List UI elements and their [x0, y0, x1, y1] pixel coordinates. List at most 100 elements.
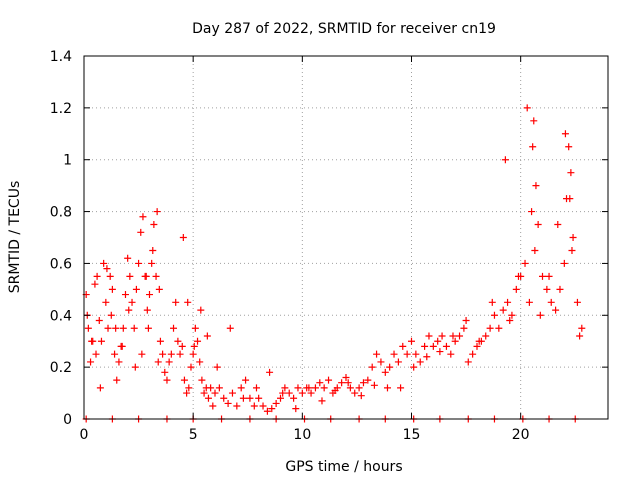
srmtid-point: [180, 376, 188, 384]
srmtid-point: [569, 234, 577, 241]
srmtid-point: [386, 363, 394, 371]
srmtid-point: [196, 358, 204, 366]
srmtid-point: [187, 363, 195, 371]
srmtid-point: [512, 285, 520, 293]
srmtid-point: [534, 221, 542, 229]
srmtid-point: [344, 379, 352, 387]
srmtid-point: [399, 342, 407, 350]
srmtid-point: [239, 394, 247, 402]
plot-frame: [83, 55, 609, 420]
y-tick-label: 1.2: [50, 101, 72, 117]
x-tick-label: 15: [403, 427, 421, 443]
srmtid-point: [102, 298, 110, 306]
srmtid-point: [97, 337, 105, 345]
srmtid-point: [161, 368, 169, 376]
srmtid-point: [165, 358, 173, 366]
srmtid-point: [311, 384, 319, 392]
srmtid-point: [126, 272, 134, 280]
srmtid-point: [263, 407, 271, 415]
srmtid-point: [138, 350, 146, 358]
srmtid-point: [209, 402, 217, 410]
srmtid-point: [183, 389, 191, 397]
srmtid-point: [246, 394, 254, 402]
srmtid-point: [226, 324, 234, 332]
srmtid-point: [561, 130, 569, 138]
srmtid-point: [118, 342, 126, 350]
srmtid-point: [211, 389, 219, 397]
srmtid-point: [514, 272, 522, 280]
srmtid-point: [172, 298, 180, 306]
srmtid-point: [255, 394, 263, 402]
srmtid-point: [525, 298, 533, 306]
srmtid-point: [521, 259, 529, 267]
srmtid-point: [410, 363, 418, 371]
srmtid-point: [191, 324, 199, 332]
srmtid-point: [539, 272, 546, 280]
srmtid-point: [403, 350, 411, 358]
srmtid-point: [174, 337, 182, 345]
srmtid-point: [451, 337, 459, 345]
srmtid-point: [115, 358, 123, 366]
srmtid-point: [506, 316, 514, 324]
srmtid-point: [359, 379, 367, 387]
srmtid-point: [397, 384, 405, 392]
srmtid-point: [434, 337, 442, 345]
srmtid-point: [447, 350, 455, 358]
srmtid-point: [279, 389, 287, 397]
srmtid-point: [285, 389, 293, 397]
srmtid-point: [456, 332, 464, 340]
srmtid-point: [203, 332, 211, 340]
srmtid-point: [159, 350, 167, 358]
srmtid-point: [250, 402, 258, 410]
srmtid-point: [394, 358, 402, 366]
srmtid-point: [100, 259, 108, 267]
srmtid-point: [442, 342, 450, 350]
srmtid-point: [137, 228, 145, 236]
srmtid-point: [325, 376, 333, 384]
srmtid-point: [198, 376, 206, 384]
srmtid-point: [318, 397, 326, 405]
srmtid-point: [88, 337, 96, 345]
srmtid-point: [112, 324, 120, 332]
srmtid-point: [495, 324, 503, 332]
x-axis-label: GPS time / hours: [285, 459, 402, 475]
srmtid-point: [170, 324, 178, 332]
srmtid-point: [566, 195, 574, 203]
y-axis-label: SRMTID / TECUs: [7, 181, 23, 294]
srmtid-point: [342, 374, 350, 382]
srmtid-point: [331, 386, 339, 394]
srmtid-point: [578, 324, 586, 332]
srmtid-point: [184, 298, 192, 306]
srmtid-point: [390, 350, 398, 358]
srmtid-point: [298, 389, 306, 397]
srmtid-point: [543, 285, 551, 293]
x-tick-label: 0: [80, 427, 89, 443]
srmtid-point: [135, 259, 143, 267]
srmtid-point: [508, 311, 516, 319]
y-tick-label: 0.2: [50, 360, 72, 376]
srmtid-point: [121, 291, 129, 299]
data-points: [82, 104, 586, 423]
srmtid-point: [277, 394, 284, 402]
srmtid-point: [421, 342, 429, 350]
srmtid-point: [207, 384, 215, 392]
srmtid-point: [346, 384, 354, 392]
srmtid-point: [96, 384, 104, 392]
srmtid-point: [307, 389, 315, 397]
srmtid-point: [381, 368, 389, 376]
y-tick-label: 0.8: [50, 205, 72, 221]
srmtid-point: [128, 298, 136, 306]
srmtid-point: [290, 394, 298, 402]
srmtid-point: [152, 272, 160, 280]
axis-ticks: 0 5 10 15 20 0 0.2 0.4 0.6 0.8 1 1.2 1.4: [50, 49, 608, 443]
srmtid-point: [501, 156, 509, 164]
srmtid-point: [368, 363, 376, 371]
srmtid-point: [242, 376, 250, 384]
srmtid-point: [412, 350, 420, 358]
srmtid-point: [92, 350, 100, 358]
srmtid-point: [111, 350, 119, 358]
srmtid-point: [370, 381, 378, 389]
srmtid-point: [119, 324, 127, 332]
srmtid-point: [91, 280, 99, 288]
srmtid-point: [294, 384, 302, 392]
